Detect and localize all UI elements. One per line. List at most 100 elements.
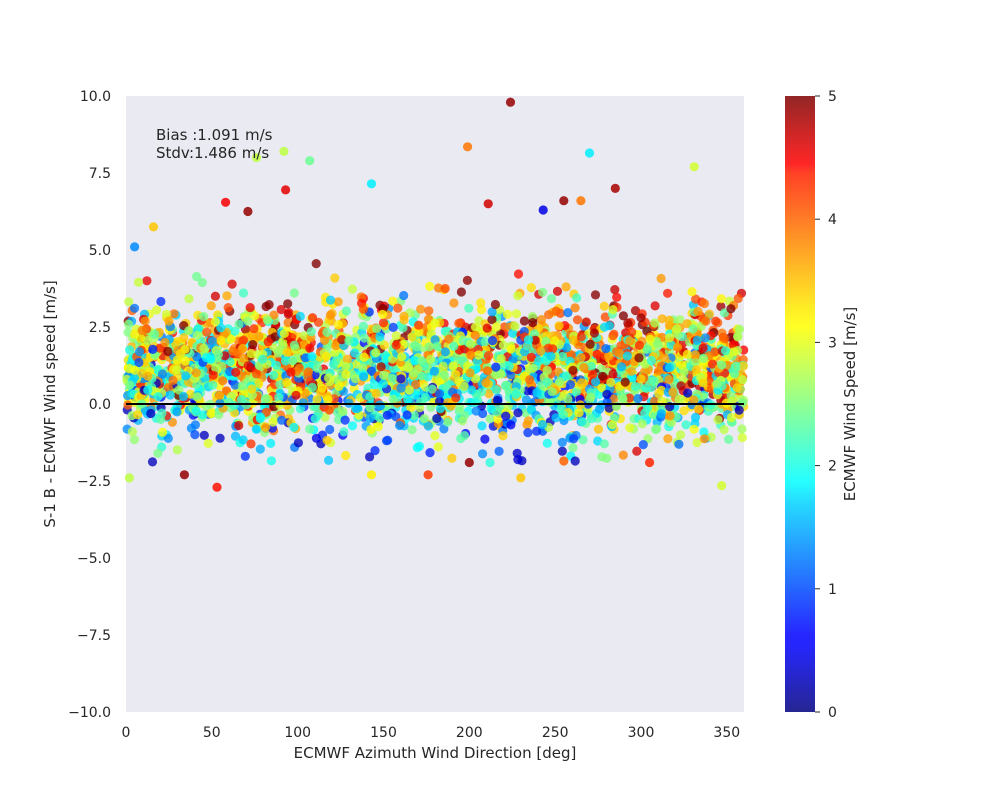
scatter-point: [344, 336, 354, 346]
scatter-point: [711, 316, 721, 326]
scatter-point: [442, 381, 452, 392]
scatter-point: [243, 361, 253, 371]
x-tick-label: 200: [456, 725, 483, 741]
scatter-point: [352, 404, 362, 414]
scatter-point: [184, 294, 194, 304]
scatter-point: [255, 444, 265, 454]
scatter-point: [625, 423, 635, 433]
scatter-point: [451, 393, 461, 403]
x-tick-label: 300: [628, 725, 655, 741]
scatter-point: [498, 340, 508, 350]
scatter-point: [608, 305, 618, 315]
scatter-point: [447, 453, 457, 463]
scatter-point: [231, 367, 241, 377]
scatter-point: [225, 357, 235, 367]
scatter-point: [713, 415, 723, 425]
scatter-point: [568, 335, 578, 345]
y-tick-label: −10.0: [68, 705, 111, 721]
scatter-point: [433, 283, 444, 293]
scatter-point: [208, 370, 218, 380]
scatter-point: [737, 433, 748, 443]
scatter-point: [466, 339, 476, 349]
scatter-point: [130, 365, 140, 375]
scatter-point: [734, 405, 744, 415]
scatter-point: [339, 427, 349, 437]
colorbar: [785, 96, 815, 712]
scatter-point: [251, 369, 262, 379]
scatter-point: [423, 421, 433, 431]
scatter-point: [417, 356, 427, 366]
scatter-point: [481, 378, 491, 388]
y-tick-label: −7.5: [77, 628, 111, 644]
scatter-point: [287, 356, 298, 366]
scatter-point: [526, 352, 537, 362]
scatter-point: [470, 330, 480, 340]
scatter-point: [378, 379, 388, 389]
scatter-point: [627, 327, 637, 337]
scatter-point: [216, 323, 226, 333]
scatter-point: [239, 353, 249, 363]
scatter-point: [506, 344, 516, 354]
y-tick-label: 5.0: [89, 243, 111, 259]
scatter-point: [307, 382, 317, 393]
scatter-point: [636, 313, 646, 323]
scatter-point: [163, 383, 173, 393]
scatter-point: [165, 390, 175, 400]
scatter-point: [536, 346, 546, 356]
scatter-point: [291, 390, 301, 400]
colorbar-ticks: 5 4 3 2 1 0: [815, 89, 837, 721]
scatter-point: [689, 395, 699, 405]
scatter-point: [523, 335, 534, 345]
scatter-point: [717, 481, 727, 491]
scatter-point: [577, 417, 587, 427]
scatter-point: [459, 431, 470, 441]
scatter-point: [618, 311, 629, 321]
scatter-point: [614, 348, 625, 358]
scatter-point: [551, 306, 561, 316]
scatter-point: [663, 288, 673, 298]
scatter-point: [679, 367, 689, 377]
scatter-point: [542, 365, 552, 375]
scatter-point: [630, 381, 641, 392]
scatter-point: [504, 361, 514, 371]
scatter-point: [538, 287, 548, 297]
scatter-point: [347, 284, 357, 294]
scatter-point: [618, 450, 628, 460]
scatter-point: [565, 380, 576, 390]
scatter-point: [163, 346, 173, 357]
scatter-point: [632, 446, 642, 456]
scatter-point: [561, 282, 571, 292]
scatter-point: [238, 435, 248, 445]
scatter-point: [470, 374, 481, 384]
scatter-point: [601, 344, 611, 354]
scatter-point: [486, 403, 496, 414]
scatter-point: [558, 351, 568, 362]
colorbar-tick-label: 5: [828, 89, 837, 105]
scatter-point: [305, 156, 315, 166]
scatter-point: [365, 413, 375, 423]
scatter-point: [289, 340, 299, 350]
scatter-point: [672, 324, 682, 334]
scatter-point: [365, 402, 375, 413]
scatter-point: [459, 381, 469, 391]
scatter-point: [563, 308, 573, 318]
scatter-point: [414, 320, 424, 330]
scatter-point: [551, 413, 561, 423]
scatter-point: [271, 360, 282, 370]
scatter-point: [608, 369, 618, 379]
scatter-point: [279, 328, 289, 339]
scatter-point: [199, 343, 209, 353]
scatter-point: [618, 393, 628, 403]
scatter-point: [305, 343, 315, 353]
scatter-point: [448, 361, 458, 371]
scatter-point: [129, 303, 140, 313]
scatter-point: [254, 378, 264, 388]
scatter-point: [282, 348, 292, 358]
scatter-point: [424, 342, 434, 352]
x-tick-label: 100: [284, 725, 311, 741]
scatter-point: [350, 374, 361, 384]
scatter-point: [716, 294, 726, 304]
scatter-point: [466, 385, 477, 395]
scatter-point: [373, 422, 383, 432]
scatter-point: [510, 321, 520, 331]
